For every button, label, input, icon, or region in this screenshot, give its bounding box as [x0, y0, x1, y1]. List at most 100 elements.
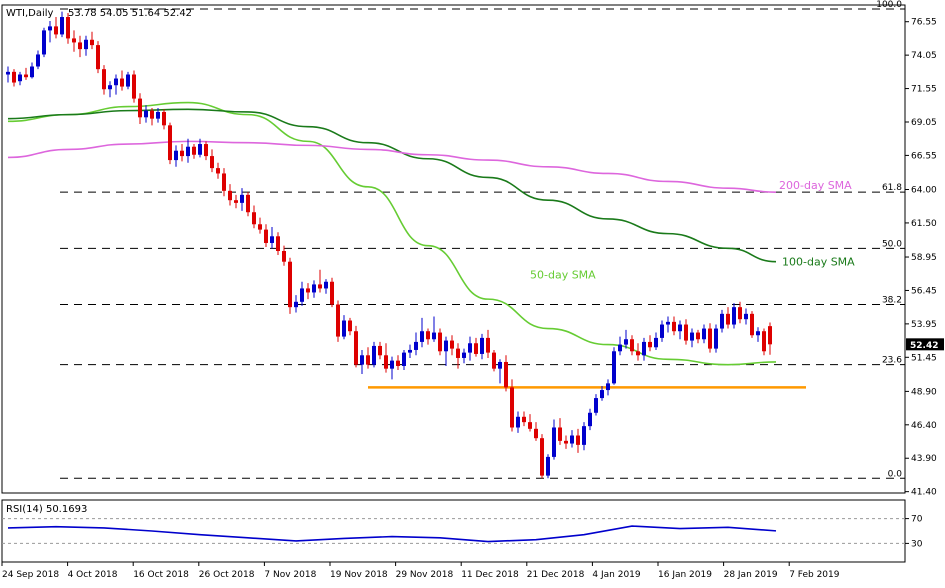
candle-body [84, 39, 88, 50]
candle-body [720, 313, 724, 329]
candle-body [288, 261, 292, 308]
y-tick-label: 48.90 [911, 387, 937, 397]
candle-body [510, 387, 514, 428]
fib-level-label: 0.0 [888, 469, 903, 479]
candle-body [96, 45, 100, 70]
candle-body [684, 324, 688, 341]
candle-body [474, 343, 478, 354]
x-tick-label: 7 Feb 2019 [789, 570, 840, 580]
candle-body [396, 360, 400, 366]
candle-body [168, 125, 172, 161]
y-tick-label: 66.55 [911, 151, 937, 161]
candle-body [36, 54, 40, 67]
candle-body [12, 71, 16, 83]
candle-body [234, 200, 238, 203]
candle-body [546, 456, 550, 476]
y-tick-label: 46.40 [911, 421, 937, 431]
candle-body [402, 352, 406, 366]
ohlc-readout: 53.78 54.05 51.64 52.42 [68, 8, 192, 19]
x-tick-label: 21 Dec 2018 [527, 570, 585, 580]
candle-body [438, 332, 442, 352]
y-tick-label: 64.00 [911, 186, 937, 196]
last-price-label: 52.42 [910, 341, 938, 351]
candle-body [24, 74, 28, 78]
candle-body [750, 313, 754, 336]
x-tick-label: 29 Nov 2018 [396, 570, 454, 580]
candle-body [114, 78, 118, 86]
sma-200-label: 200-day SMA [779, 179, 852, 192]
candle-body [498, 361, 502, 369]
candle-body [618, 344, 622, 352]
main-chart-title: WTI,Daily [6, 8, 54, 19]
candle-body [738, 307, 742, 320]
candle-body [210, 156, 214, 169]
candle-body [708, 328, 712, 349]
last-price-marker [906, 338, 944, 351]
candle-body [258, 224, 262, 230]
y-tick-label: 56.45 [911, 286, 937, 296]
candle-body [570, 435, 574, 444]
fib-level-label: 61.8 [882, 183, 902, 193]
y-tick-label: 76.55 [911, 18, 937, 28]
candle-body [120, 78, 124, 87]
candle-body [654, 337, 658, 348]
candle-body [42, 30, 46, 55]
candle-body [756, 331, 760, 336]
fib-level-label: 23.6 [882, 356, 902, 366]
fib-level-label: 38.2 [882, 295, 902, 305]
candle-body [192, 146, 196, 155]
candle-body [78, 42, 82, 50]
candle-body [60, 17, 64, 35]
candle-body [636, 351, 640, 356]
candle-body [306, 288, 310, 293]
x-tick-label: 26 Oct 2018 [199, 570, 255, 580]
x-tick-label: 4 Jan 2019 [592, 570, 640, 580]
x-tick-label: 16 Jan 2019 [658, 570, 712, 580]
y-tick-label: 58.95 [911, 253, 937, 263]
candle-body [666, 321, 670, 325]
candle-body [768, 326, 772, 345]
candle-body [366, 355, 370, 365]
candle-body [384, 355, 388, 369]
candle-body [150, 110, 154, 119]
candle-body [630, 339, 634, 352]
candle-body [480, 337, 484, 354]
candle-body [90, 39, 94, 46]
candle-body [390, 360, 394, 369]
rsi-title: RSI(14) 50.1693 [6, 504, 87, 515]
candle-body [336, 304, 340, 337]
candle-body [252, 212, 256, 225]
candle-body [108, 85, 112, 90]
candle-body [198, 144, 202, 155]
candle-body [186, 146, 190, 157]
candle-body [222, 173, 226, 191]
x-tick-label: 24 Sep 2018 [2, 570, 59, 580]
rsi-y-tick-label: 30 [911, 539, 923, 549]
candle-body [180, 150, 184, 157]
candle-body [294, 301, 298, 308]
candle-body [432, 332, 436, 340]
fib-level-label: 100.0 [876, 0, 902, 10]
candle-body [600, 390, 604, 399]
candle-body [660, 324, 664, 338]
candle-body [162, 111, 166, 126]
candle-body [594, 398, 598, 413]
candle-body [576, 435, 580, 445]
candle-body [72, 38, 76, 43]
candle-body [528, 422, 532, 429]
candle-body [420, 331, 424, 342]
y-tick-label: 41.40 [911, 488, 937, 498]
x-tick-label: 28 Jan 2019 [724, 570, 778, 580]
sma-line [7, 140, 777, 193]
candle-body [582, 426, 586, 445]
candle-body [462, 352, 466, 358]
candle-body [540, 438, 544, 476]
candle-body [372, 345, 376, 365]
main-plot-frame [1, 4, 906, 494]
candle-body [624, 339, 628, 345]
candle-body [492, 352, 496, 369]
candle-body [324, 281, 328, 289]
candle-body [744, 313, 748, 320]
